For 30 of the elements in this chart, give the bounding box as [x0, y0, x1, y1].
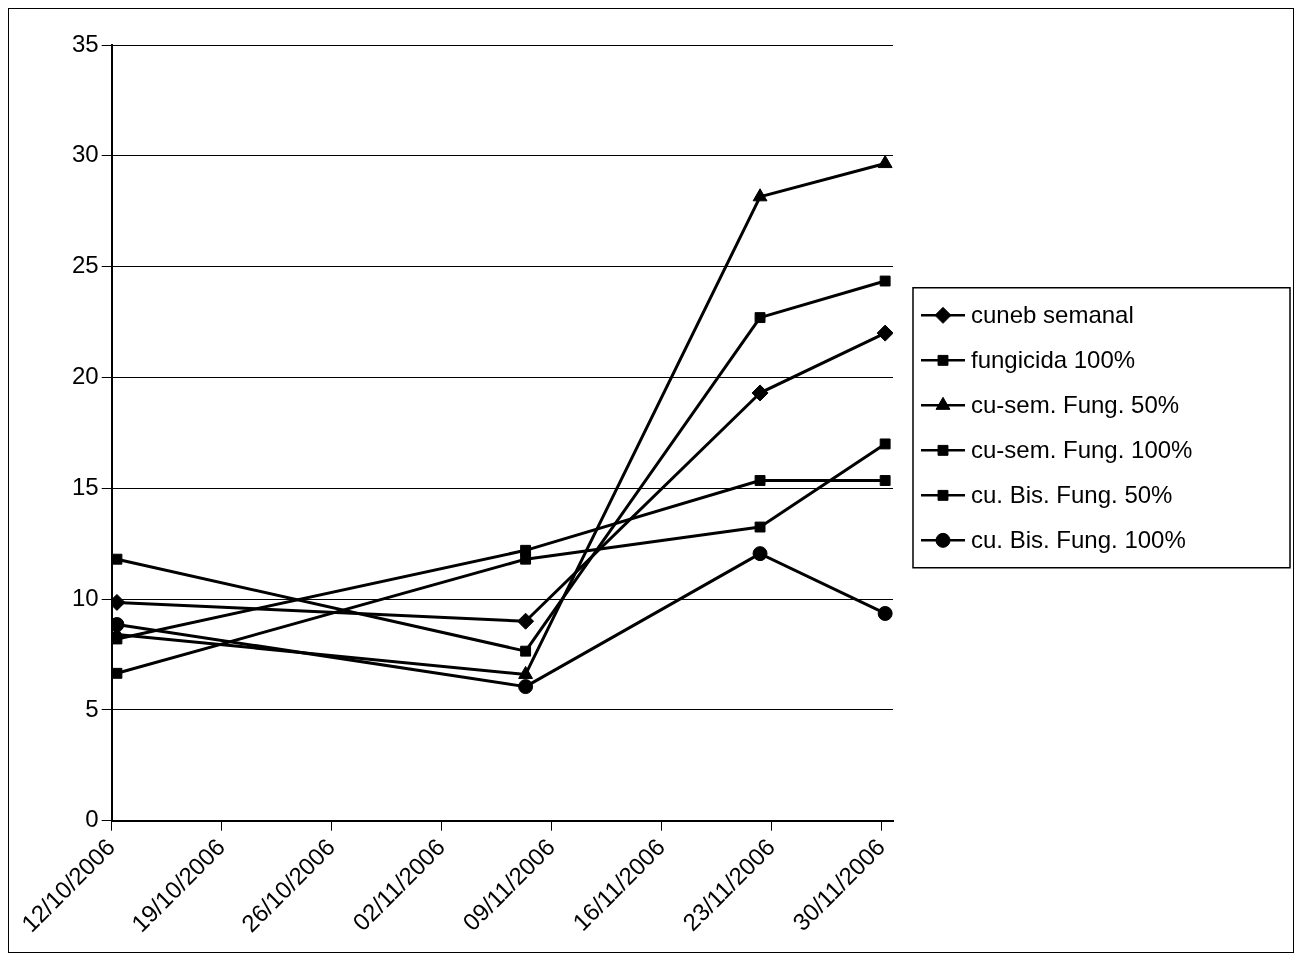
y-tick-label: 0	[85, 805, 99, 833]
point	[751, 384, 769, 402]
point	[752, 188, 768, 202]
y-tick-label: 5	[85, 694, 99, 722]
point	[879, 438, 891, 450]
point	[517, 612, 535, 630]
point	[877, 605, 893, 621]
point	[752, 546, 768, 562]
point	[754, 312, 766, 324]
legend-label: cu-sem. Fung. 50%	[971, 390, 1180, 418]
y-tick-label: 35	[71, 29, 99, 57]
y-tick-label: 15	[71, 472, 99, 500]
y-tick-label: 10	[71, 583, 99, 611]
point	[876, 324, 893, 342]
point	[879, 275, 891, 287]
y-tick-label: 30	[71, 140, 99, 168]
legend-label: cu. Bis. Fung. 100%	[971, 525, 1186, 553]
y-tick-label: 25	[71, 251, 99, 279]
point	[754, 475, 766, 486]
point	[518, 679, 534, 695]
point	[520, 645, 532, 657]
legend-label: fungicida 100%	[971, 345, 1136, 373]
point	[520, 544, 532, 556]
point	[877, 155, 893, 169]
point	[754, 521, 766, 533]
y-tick-label: 20	[71, 362, 99, 390]
legend-label: cu. Bis. Fung. 50%	[971, 480, 1173, 508]
point	[879, 475, 891, 486]
legend-label: cuneb semanal	[971, 300, 1134, 328]
legend-label: cu-sem. Fung. 100%	[971, 435, 1193, 463]
